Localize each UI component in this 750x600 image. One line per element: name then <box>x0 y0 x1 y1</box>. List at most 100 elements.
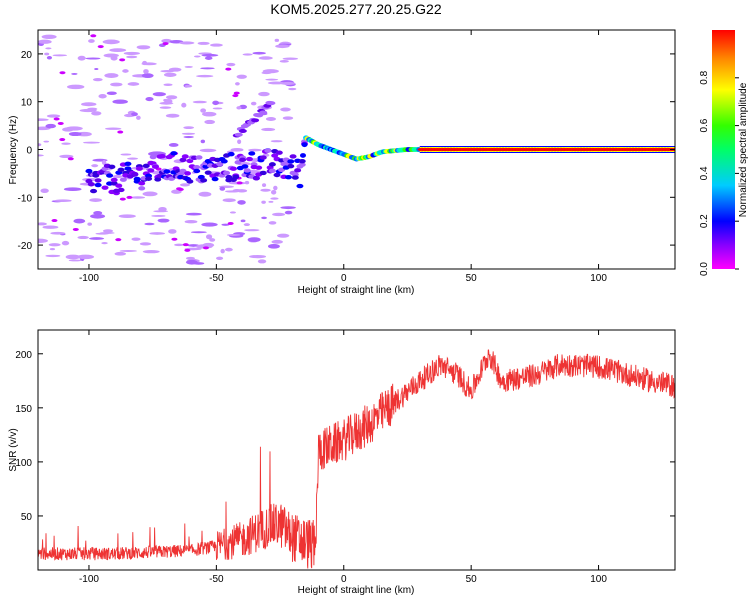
noise-blob <box>164 98 173 104</box>
noise-blob <box>179 41 195 45</box>
spectrogram-xtick-label: 0 <box>341 273 347 284</box>
noise-blob <box>71 72 78 75</box>
ridge-mark <box>147 168 155 173</box>
noise-blob <box>174 243 184 247</box>
ridge-mark <box>289 154 297 159</box>
ridge-mark <box>94 182 102 188</box>
noise-blob <box>237 139 242 144</box>
noise-blob <box>168 143 179 147</box>
noise-blob <box>120 153 132 156</box>
noise-blob <box>59 138 66 142</box>
noise-blob <box>119 58 126 62</box>
noise-blob <box>144 222 155 226</box>
colorbar-tick-label: 0.4 <box>699 166 710 180</box>
noise-blob <box>48 243 61 247</box>
noise-blob <box>262 183 267 187</box>
noise-blob <box>235 82 240 86</box>
noise-blob <box>209 238 216 242</box>
chart-title: KOM5.2025.277.20.25.G22 <box>270 1 441 17</box>
noise-blob <box>130 196 146 199</box>
noise-blob <box>123 51 140 56</box>
noise-blob <box>237 200 246 205</box>
ridge-mark <box>241 164 249 169</box>
noise-blob <box>204 119 216 125</box>
ridge-mark <box>179 157 187 163</box>
noise-blob <box>93 211 103 215</box>
noise-blob <box>52 54 67 57</box>
ridge-mark <box>245 156 253 162</box>
ridge-mark <box>255 165 263 170</box>
noise-blob <box>226 233 241 236</box>
noise-blob <box>98 94 107 99</box>
noise-blob <box>161 38 172 44</box>
noise-blob <box>119 197 126 201</box>
noise-blob <box>244 229 260 232</box>
noise-blob <box>79 108 97 113</box>
noise-blob <box>115 238 122 242</box>
noise-blob <box>38 143 42 147</box>
snr-series-line <box>38 349 675 569</box>
noise-blob <box>131 112 138 117</box>
noise-blob <box>184 219 198 224</box>
noise-blob <box>255 113 264 118</box>
noise-blob <box>282 57 299 60</box>
ridge-mark <box>252 176 260 181</box>
noise-blob <box>257 259 267 264</box>
noise-blob <box>270 197 279 200</box>
noise-blob <box>185 256 195 260</box>
colorbar: 0.0 0.2 0.4 0.6 0.8 Normalized spectral ampl… <box>699 30 749 276</box>
noise-blob <box>242 53 253 56</box>
colorbar-label: Normalized spectral amplitude <box>738 82 749 217</box>
noise-blob <box>279 60 289 63</box>
noise-blob <box>68 259 82 262</box>
noise-blob <box>181 102 187 108</box>
noise-blob <box>38 238 48 243</box>
noise-blob <box>261 200 266 204</box>
noise-blob <box>200 108 207 113</box>
noise-blob <box>94 67 99 71</box>
noise-blob <box>267 101 276 106</box>
ridge-mark <box>271 153 279 158</box>
noise-blob <box>97 45 104 49</box>
noise-blob <box>77 235 89 240</box>
noise-blob <box>221 223 230 226</box>
noise-blob <box>193 55 201 58</box>
snr-xtick-label: 0 <box>341 574 347 585</box>
noise-blob <box>149 232 166 235</box>
spectrogram-ytick-label: 20 <box>21 50 33 61</box>
noise-blob <box>196 74 214 78</box>
noise-blob <box>77 55 86 61</box>
noise-blob <box>236 106 242 110</box>
noise-blob <box>284 210 293 215</box>
noise-blob <box>101 242 108 245</box>
ridge-mark <box>90 188 98 194</box>
noise-blob <box>122 69 129 73</box>
noise-blob <box>251 118 260 123</box>
noise-blob <box>145 97 154 102</box>
noise-blob <box>165 113 180 118</box>
noise-blob <box>72 227 79 231</box>
noise-blob <box>193 262 205 265</box>
noise-blob <box>104 73 119 78</box>
ridge-mark <box>119 177 127 182</box>
noise-blob <box>225 67 232 71</box>
noise-blob <box>261 127 276 132</box>
noise-blob <box>259 110 268 115</box>
noise-blob <box>46 114 61 118</box>
ridge-mark <box>239 157 247 163</box>
snr-ytick-label: 150 <box>15 404 32 415</box>
noise-blob <box>160 70 175 73</box>
colorbar-gradient <box>712 30 735 269</box>
ridge-mark <box>158 154 166 159</box>
noise-blob <box>233 91 240 95</box>
ridge-mark <box>170 151 178 156</box>
noise-blob <box>91 164 99 168</box>
noise-blob <box>184 65 193 68</box>
noise-blob <box>240 219 246 223</box>
noise-blob <box>61 142 71 145</box>
snr-ytick-label: 100 <box>15 458 32 469</box>
ridge-mark <box>298 158 306 164</box>
noise-blob <box>127 82 140 86</box>
ridge-mark <box>131 171 139 177</box>
